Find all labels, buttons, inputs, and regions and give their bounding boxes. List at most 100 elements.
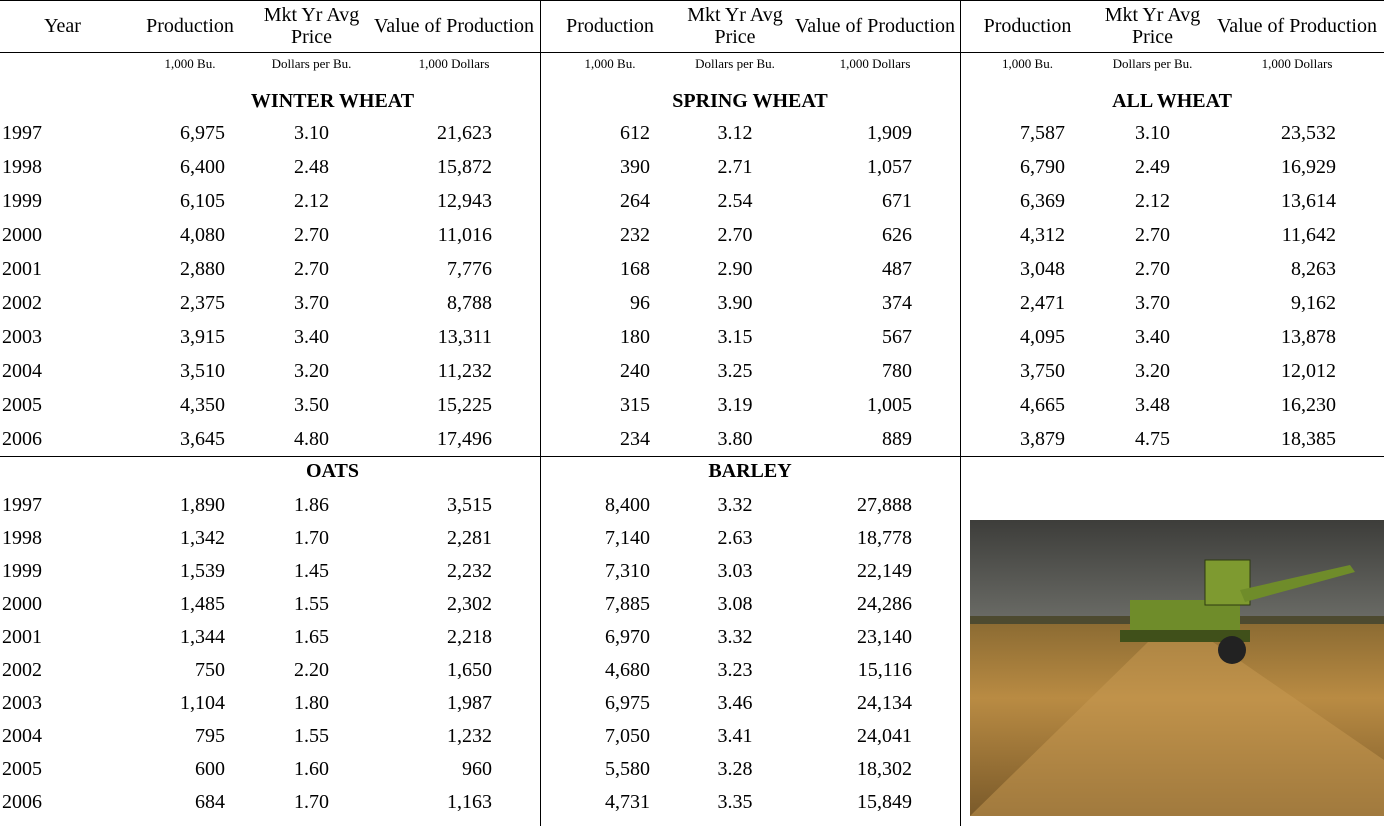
value-cell: 3,645: [180, 428, 225, 450]
value-cell: 374: [882, 292, 912, 314]
value-cell: 889: [882, 428, 912, 450]
value-cell: 1,344: [180, 625, 225, 648]
year-cell: 2004: [2, 724, 42, 747]
column-header: Mkt Yr Avg Price: [263, 4, 360, 48]
value-cell: 1.45: [294, 559, 329, 582]
value-cell: 3.20: [294, 360, 329, 382]
rule: [960, 456, 1384, 457]
value-cell: 1,163: [447, 790, 492, 813]
value-cell: 2.63: [717, 526, 753, 549]
value-cell: 3.70: [1135, 292, 1170, 314]
value-cell: 180: [620, 326, 650, 348]
value-cell: 4,350: [180, 394, 225, 416]
year-cell: 2000: [2, 224, 42, 246]
value-cell: 2,471: [1020, 292, 1065, 314]
value-cell: 18,302: [857, 757, 912, 780]
value-cell: 3.32: [717, 493, 753, 516]
value-cell: 4.75: [1135, 428, 1170, 450]
value-cell: 2.20: [294, 658, 329, 681]
value-cell: 6,105: [180, 190, 225, 212]
value-cell: 4,665: [1020, 394, 1065, 416]
value-cell: 3.28: [717, 757, 753, 780]
value-cell: 2,281: [447, 526, 492, 549]
value-cell: 567: [882, 326, 912, 348]
value-cell: 2,232: [447, 559, 492, 582]
value-cell: 6,369: [1020, 190, 1065, 212]
value-cell: 12,012: [1281, 360, 1336, 382]
value-cell: 96: [630, 292, 650, 314]
value-cell: 2.71: [717, 156, 753, 178]
value-cell: 23,140: [857, 625, 912, 648]
value-cell: 3,048: [1020, 258, 1065, 280]
unit-label: Dollars per Bu.: [271, 56, 352, 71]
value-cell: 1,342: [180, 526, 225, 549]
value-cell: 15,116: [857, 658, 912, 681]
value-cell: 2,880: [180, 258, 225, 280]
value-cell: 3.48: [1135, 394, 1170, 416]
column-header: Mkt Yr Avg Price: [687, 4, 783, 48]
value-cell: 3.50: [294, 394, 329, 416]
value-cell: 2.12: [1135, 190, 1170, 212]
value-cell: 1.70: [294, 526, 329, 549]
value-cell: 8,400: [605, 493, 650, 516]
value-cell: 2.70: [717, 224, 753, 246]
rule: [0, 52, 1384, 53]
value-cell: 3.41: [717, 724, 753, 747]
value-cell: 2.70: [1135, 224, 1170, 246]
value-cell: 3.03: [717, 559, 753, 582]
value-cell: 1.55: [294, 592, 329, 615]
value-cell: 7,587: [1020, 122, 1065, 144]
value-cell: 1.65: [294, 625, 329, 648]
value-cell: 12,943: [437, 190, 492, 212]
value-cell: 1.70: [294, 790, 329, 813]
value-cell: 390: [620, 156, 650, 178]
value-cell: 24,041: [857, 724, 912, 747]
value-cell: 3,915: [180, 326, 225, 348]
value-cell: 671: [882, 190, 912, 212]
value-cell: 4.80: [294, 428, 329, 450]
value-cell: 24,134: [857, 691, 912, 714]
value-cell: 1,057: [867, 156, 912, 178]
value-cell: 1,890: [180, 493, 225, 516]
value-cell: 3.40: [294, 326, 329, 348]
value-cell: 234: [620, 428, 650, 450]
value-cell: 2.70: [1135, 258, 1170, 280]
value-cell: 23,532: [1281, 122, 1336, 144]
year-cell: 2004: [2, 360, 42, 382]
unit-label: 1,000 Dollars: [839, 56, 911, 71]
value-cell: 3.25: [717, 360, 753, 382]
value-cell: 1.80: [294, 691, 329, 714]
column-header: Value of Production: [1217, 15, 1377, 37]
value-cell: 6,975: [180, 122, 225, 144]
value-cell: 3.46: [717, 691, 753, 714]
value-cell: 795: [195, 724, 225, 747]
year-cell: 2006: [2, 428, 42, 450]
value-cell: 3.23: [717, 658, 753, 681]
value-cell: 750: [195, 658, 225, 681]
value-cell: 2.12: [294, 190, 329, 212]
value-cell: 11,016: [437, 224, 492, 246]
value-cell: 24,286: [857, 592, 912, 615]
value-cell: 3,510: [180, 360, 225, 382]
value-cell: 8,263: [1291, 258, 1336, 280]
value-cell: 1.86: [294, 493, 329, 516]
year-cell: 2003: [2, 326, 42, 348]
unit-label: Dollars per Bu.: [695, 56, 775, 71]
section-title: ALL WHEAT: [1112, 90, 1232, 112]
year-cell: 2002: [2, 658, 42, 681]
value-cell: 2.70: [294, 224, 329, 246]
value-cell: 3.15: [717, 326, 753, 348]
value-cell: 780: [882, 360, 912, 382]
value-cell: 168: [620, 258, 650, 280]
value-cell: 15,225: [437, 394, 492, 416]
year-cell: 2005: [2, 394, 42, 416]
value-cell: 1,104: [180, 691, 225, 714]
unit-label: 1,000 Bu.: [164, 56, 216, 71]
value-cell: 1,005: [867, 394, 912, 416]
value-cell: 264: [620, 190, 650, 212]
rule: [960, 0, 961, 826]
value-cell: 1,232: [447, 724, 492, 747]
year-cell: 1999: [2, 559, 42, 582]
value-cell: 4,731: [605, 790, 650, 813]
unit-label: 1,000 Bu.: [1002, 56, 1053, 71]
